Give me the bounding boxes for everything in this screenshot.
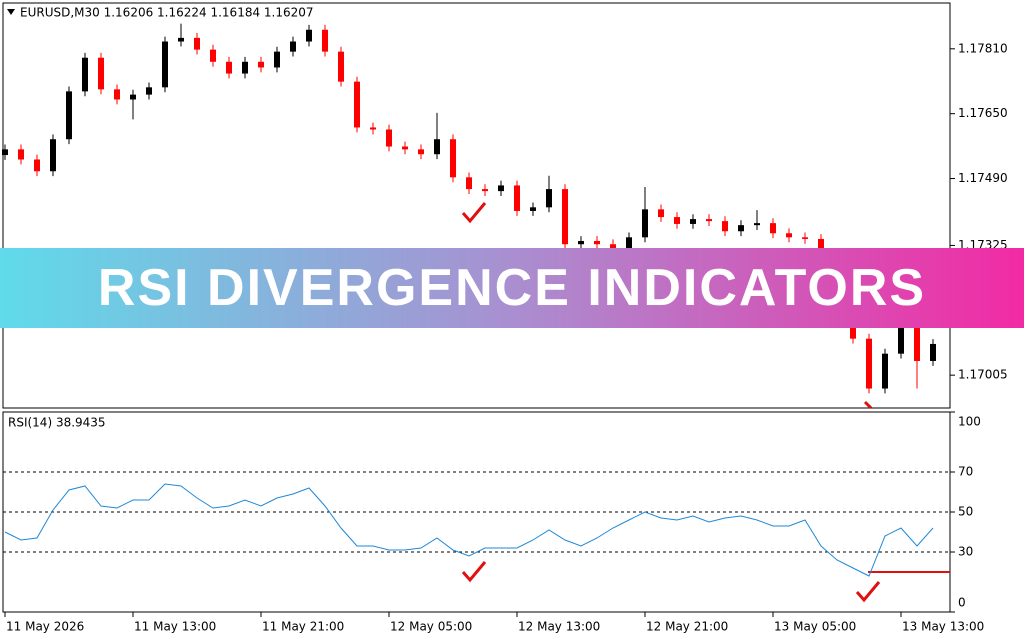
candle-body	[802, 237, 808, 239]
candle-body	[274, 51, 280, 68]
x-tick-label: 12 May 13:00	[518, 620, 600, 634]
x-tick-label: 11 May 21:00	[262, 620, 344, 634]
candle-body	[754, 223, 760, 226]
menu-triangle	[7, 9, 15, 15]
x-tick-label: 11 May 13:00	[134, 620, 216, 634]
candle-body	[482, 189, 488, 192]
y-tick-label: 30	[958, 545, 973, 559]
candle-body	[610, 244, 616, 250]
candle-body	[226, 61, 232, 74]
x-tick-label: 13 May 05:00	[774, 620, 856, 634]
candle-body	[562, 189, 568, 245]
candle-body	[658, 209, 664, 218]
candle-body	[162, 41, 168, 88]
y-tick-label: 1.17005	[958, 368, 1008, 382]
candle-body	[338, 51, 344, 82]
candle-body	[370, 127, 376, 130]
candle-body	[578, 240, 584, 245]
divergence-check	[863, 400, 873, 410]
candle-body	[690, 219, 696, 224]
candle-body	[50, 139, 56, 172]
candle-body	[34, 159, 40, 172]
candle-body	[930, 343, 936, 361]
candle-body	[546, 189, 552, 208]
candle-body	[594, 240, 600, 245]
candle-body	[130, 94, 136, 100]
candle-body	[450, 139, 456, 178]
candle-body	[66, 91, 72, 140]
y-tick-label: 50	[958, 505, 973, 519]
x-tick-label: 11 May 2026	[6, 620, 84, 634]
candle-body	[514, 185, 520, 211]
candle-body	[354, 81, 360, 128]
candle-body	[194, 37, 200, 50]
candle-body	[82, 57, 88, 92]
candle-body	[146, 87, 152, 95]
y-tick-label: 1.17650	[958, 106, 1008, 120]
candle-body	[2, 149, 8, 156]
candle-body	[882, 353, 888, 389]
candle-body	[306, 29, 312, 42]
y-tick-label: 70	[958, 465, 973, 479]
y-tick-label: 0	[958, 596, 966, 610]
candle-body	[178, 37, 184, 42]
candle-body	[210, 49, 216, 62]
candle-body	[850, 318, 856, 339]
candle-body	[386, 129, 392, 147]
divergence-check	[461, 202, 487, 224]
candle-body	[626, 237, 632, 250]
x-tick-label: 12 May 21:00	[646, 620, 728, 634]
candle-body	[866, 338, 872, 389]
candle-body	[786, 233, 792, 238]
divergence-check	[855, 581, 881, 603]
candle-body	[402, 146, 408, 150]
rsi-title: RSI(14) 38.9435	[8, 416, 106, 430]
candle-body	[434, 139, 440, 155]
candle-body	[114, 89, 120, 100]
divergence-check	[461, 561, 487, 583]
candle-body	[706, 219, 712, 222]
x-tick-label: 13 May 13:00	[902, 620, 984, 634]
candle-body	[530, 207, 536, 211]
candle-body	[498, 185, 504, 192]
price-panel	[2, 2, 951, 409]
banner: RSI DIVERGENCE INDICATORS	[0, 248, 1024, 328]
y-tick-label: 100	[958, 415, 981, 429]
candle-body	[674, 217, 680, 224]
candle-body	[898, 316, 904, 354]
candle-body	[914, 316, 920, 361]
candle-body	[642, 209, 648, 238]
rsi-line	[4, 483, 934, 577]
x-tick-label: 12 May 05:00	[390, 620, 472, 634]
candle-body	[258, 61, 264, 68]
candle-body	[322, 29, 328, 52]
candle-body	[290, 41, 296, 52]
y-tick-label: 1.17490	[958, 171, 1008, 185]
candle-body	[738, 225, 744, 232]
candle-body	[418, 149, 424, 155]
price-title: EURUSD,M30 1.16206 1.16224 1.16184 1.162…	[20, 6, 314, 20]
candle-body	[466, 177, 472, 190]
candle-body	[98, 57, 104, 90]
candle-body	[770, 223, 776, 234]
candle-body	[18, 149, 24, 160]
candle-body	[242, 61, 248, 74]
y-tick-label: 1.17810	[958, 41, 1008, 55]
candle-body	[722, 221, 728, 232]
